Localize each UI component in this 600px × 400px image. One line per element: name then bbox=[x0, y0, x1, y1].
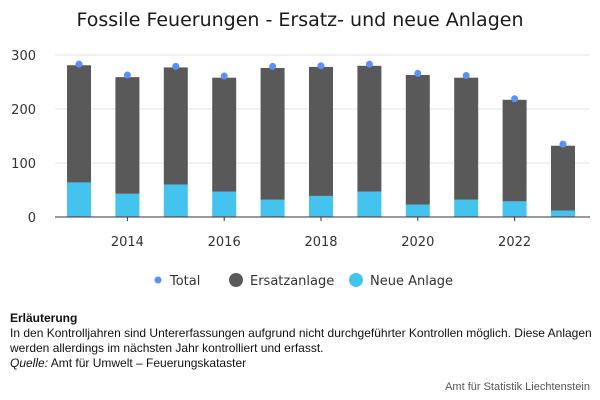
bar-ersatzanlage bbox=[551, 145, 575, 211]
x-tick-label: 2022 bbox=[498, 235, 531, 250]
legend-label: Total bbox=[169, 274, 200, 289]
source-text: Amt für Umwelt – Feuerungskataster bbox=[48, 356, 247, 370]
bar-neue-anlage bbox=[454, 199, 479, 217]
x-tick-label: 2020 bbox=[401, 235, 434, 250]
note-text: In den Kontrolljahren sind Untererfassun… bbox=[10, 326, 592, 355]
bar-ersatzanlage bbox=[502, 99, 527, 202]
point-total bbox=[123, 71, 131, 79]
point-total bbox=[269, 62, 277, 70]
legend: Total Ersatzanlage Neue Anlage bbox=[154, 273, 453, 289]
point-total bbox=[172, 62, 180, 70]
point-total bbox=[365, 60, 373, 68]
point-total bbox=[414, 69, 422, 77]
point-total bbox=[511, 95, 519, 103]
y-tick-label: 100 bbox=[11, 157, 36, 172]
bar-neue-anlage bbox=[163, 184, 188, 217]
bar-ersatzanlage bbox=[357, 65, 382, 192]
bar-neue-anlage bbox=[67, 182, 91, 217]
legend-label: Neue Anlage bbox=[370, 274, 453, 289]
bar-neue-anlage bbox=[309, 195, 333, 217]
legend-marker bbox=[229, 273, 243, 287]
bar-neue-anlage bbox=[115, 193, 140, 217]
explanation-note: Erläuterung In den Kontrolljahren sind U… bbox=[10, 311, 595, 371]
point-total bbox=[220, 72, 228, 80]
bar-ersatzanlage bbox=[309, 66, 333, 196]
legend-label: Ersatzanlage bbox=[250, 274, 334, 289]
source-label: Quelle: bbox=[10, 356, 49, 370]
bar-neue-anlage bbox=[502, 201, 527, 217]
x-tick-label: 2018 bbox=[304, 235, 337, 250]
bars bbox=[67, 65, 575, 217]
point-total bbox=[559, 140, 567, 148]
bar-ersatzanlage bbox=[405, 74, 430, 205]
chart-title: Fossile Feuerungen - Ersatz- und neue An… bbox=[76, 9, 524, 31]
note-heading: Erläuterung bbox=[10, 311, 78, 325]
bar-neue-anlage bbox=[260, 199, 285, 217]
bar-ersatzanlage bbox=[212, 77, 237, 192]
bar-neue-anlage bbox=[212, 191, 237, 217]
note-source: Quelle: Amt für Umwelt – Feuerungskatast… bbox=[10, 356, 595, 371]
y-tick-label: 0 bbox=[28, 211, 36, 226]
bar-ersatzanlage bbox=[163, 67, 188, 185]
point-total bbox=[75, 60, 83, 68]
x-axis-tick-labels: 2014 2016 2018 2020 2022 bbox=[111, 217, 531, 250]
y-tick-label: 200 bbox=[11, 103, 36, 118]
bar-ersatzanlage bbox=[67, 65, 91, 183]
y-axis-tick-labels: 0 100 200 300 bbox=[11, 49, 36, 226]
point-total bbox=[317, 62, 325, 70]
y-tick-label: 300 bbox=[11, 49, 36, 64]
legend-marker bbox=[154, 276, 162, 284]
bar-ersatzanlage bbox=[115, 77, 140, 194]
bar-neue-anlage bbox=[357, 191, 382, 217]
point-total bbox=[462, 72, 470, 80]
bar-ersatzanlage bbox=[454, 77, 479, 200]
bar-neue-anlage bbox=[551, 210, 575, 217]
x-tick-label: 2014 bbox=[111, 235, 144, 250]
footer-credit: Amt für Statistik Liechtenstein bbox=[445, 381, 590, 393]
bar-ersatzanlage bbox=[260, 67, 285, 200]
x-tick-label: 2016 bbox=[208, 235, 241, 250]
stacked-bar-chart: 0 100 200 300 2014 2016 2018 2020 2022 Total Ers… bbox=[11, 49, 590, 289]
total-points bbox=[75, 60, 567, 148]
bar-neue-anlage bbox=[405, 204, 430, 217]
legend-marker bbox=[349, 273, 363, 287]
